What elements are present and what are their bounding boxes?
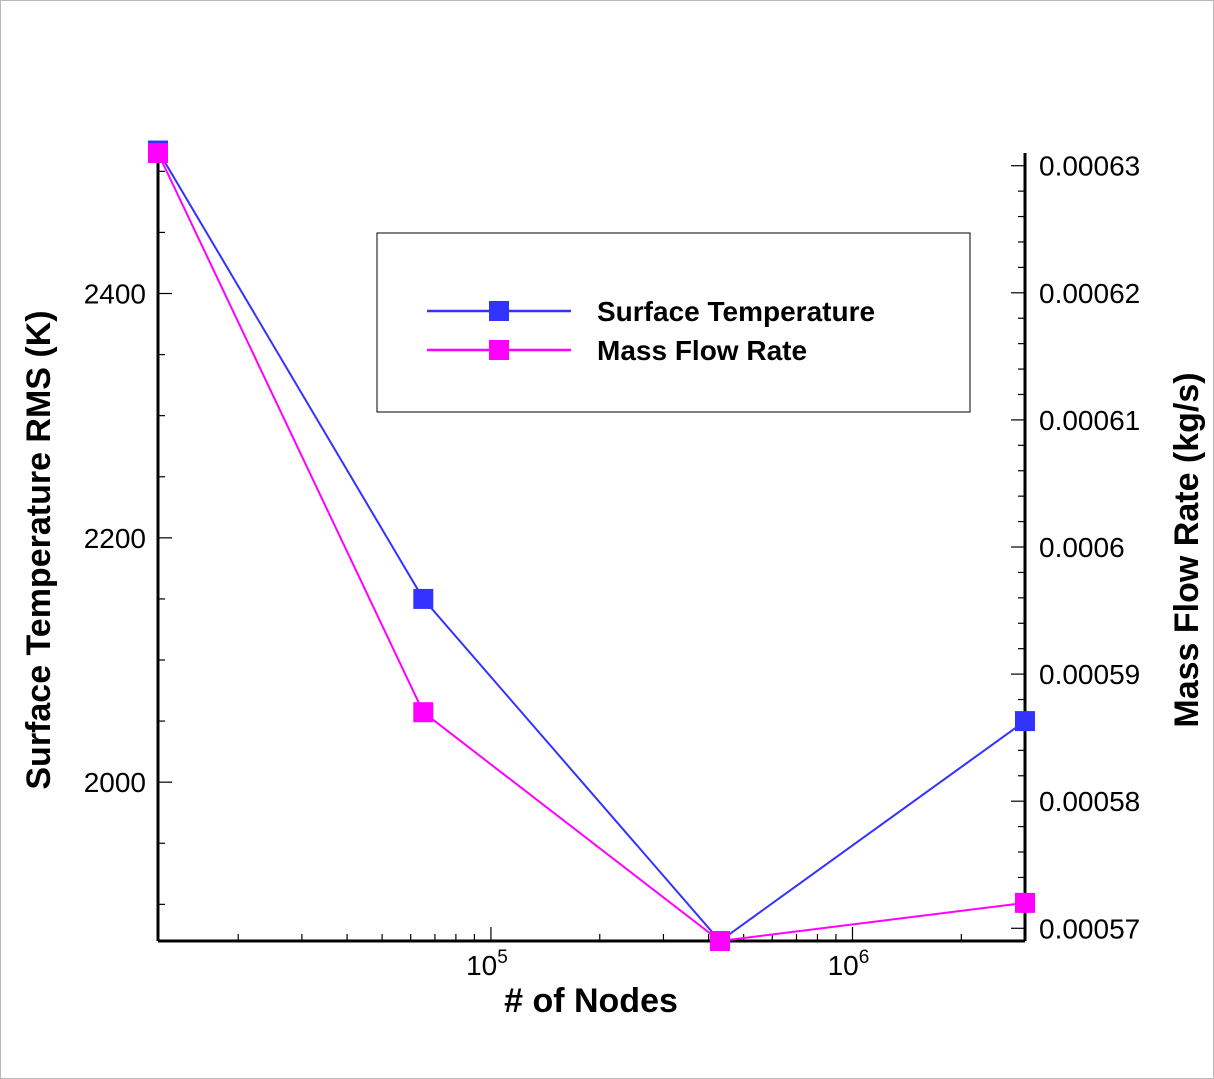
- data-point-surface-temperature: [413, 588, 434, 609]
- series-layer: [148, 140, 1035, 951]
- series-line-mass-flow-rate: [157, 152, 1026, 943]
- y-axis-right-title: Mass Flow Rate (kg/s): [1168, 372, 1206, 727]
- axes: 105 106 2000 2200 2400 0.00057 0.00058 0.00059 0…: [84, 151, 1141, 981]
- y-left-tick-label: 2000: [84, 767, 146, 798]
- y-right-tick-label: 0.0006: [1039, 532, 1125, 563]
- legend-box: [376, 232, 971, 413]
- data-point-mass-flow-rate: [1015, 892, 1035, 913]
- y-right-tick-label: 0.00057: [1039, 913, 1140, 944]
- y-axis-left-title: Surface Temperature RMS (K): [20, 310, 58, 789]
- data-point-surface-temperature: [1015, 711, 1035, 732]
- series-line-surface-temperature: [157, 150, 1026, 943]
- y-left-tick-label: 2200: [84, 523, 146, 554]
- y-right-tick-label: 0.00061: [1039, 405, 1140, 436]
- legend-marker: [489, 340, 509, 360]
- y-right-tick-label: 0.00059: [1039, 659, 1140, 690]
- data-point-mass-flow-rate: [148, 143, 168, 163]
- x-axis-title: # of Nodes: [504, 982, 678, 1020]
- y-right-tick-label: 0.00062: [1039, 278, 1140, 309]
- y-right-tick-label: 0.00063: [1039, 151, 1140, 182]
- data-point-mass-flow-rate: [413, 702, 434, 723]
- y-left-tick-label: 2400: [84, 278, 146, 309]
- x-tick-label: 106: [828, 947, 870, 981]
- legend-label: Mass Flow Rate: [597, 335, 807, 366]
- legend-marker: [489, 301, 509, 321]
- legend: Surface Temperature Mass Flow Rate: [376, 232, 971, 413]
- x-tick-label: 105: [466, 947, 508, 981]
- y-right-tick-label: 0.00058: [1039, 786, 1140, 817]
- data-point-mass-flow-rate: [709, 931, 730, 951]
- legend-label: Surface Temperature: [597, 296, 875, 327]
